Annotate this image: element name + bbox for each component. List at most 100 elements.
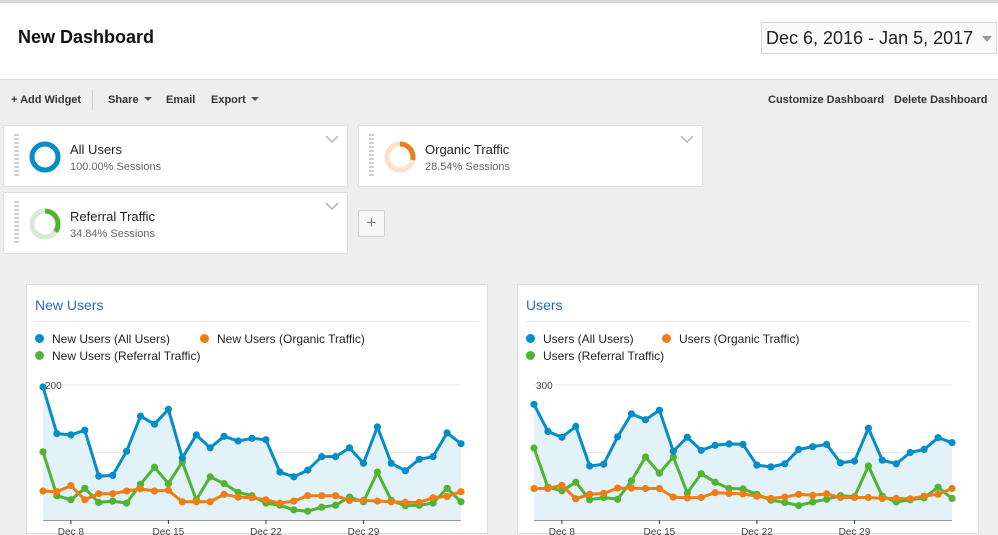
data-point[interactable] — [318, 453, 326, 461]
data-point[interactable] — [948, 439, 956, 447]
data-point[interactable] — [669, 493, 677, 501]
data-point[interactable] — [164, 480, 172, 488]
data-point[interactable] — [753, 461, 761, 469]
data-point[interactable] — [697, 493, 705, 502]
data-point[interactable] — [864, 493, 872, 502]
data-point[interactable] — [892, 494, 900, 502]
data-point[interactable] — [95, 490, 103, 498]
data-point[interactable] — [332, 501, 340, 509]
data-point[interactable] — [614, 433, 622, 441]
data-point[interactable] — [39, 383, 47, 391]
data-point[interactable] — [864, 424, 872, 432]
data-point[interactable] — [836, 459, 845, 467]
data-point[interactable] — [123, 447, 131, 455]
data-point[interactable] — [457, 488, 465, 496]
data-point[interactable] — [614, 484, 622, 492]
data-point[interactable] — [457, 440, 465, 448]
data-point[interactable] — [457, 498, 465, 506]
data-point[interactable] — [109, 471, 117, 479]
data-point[interactable] — [586, 490, 594, 498]
chevron-down-icon[interactable] — [680, 134, 694, 144]
data-point[interactable] — [711, 489, 719, 497]
data-point[interactable] — [39, 448, 47, 456]
data-point[interactable] — [544, 427, 552, 435]
data-point[interactable] — [81, 496, 89, 504]
segment-card-organic-traffic[interactable]: Organic Traffic 28.54% Sessions — [358, 125, 703, 187]
data-point[interactable] — [795, 445, 803, 453]
data-point[interactable] — [739, 440, 747, 448]
data-point[interactable] — [220, 480, 228, 488]
data-point[interactable] — [725, 440, 733, 448]
data-point[interactable] — [415, 498, 423, 506]
data-point[interactable] — [836, 493, 845, 502]
date-range-picker[interactable]: Dec 6, 2016 - Jan 5, 2017 — [761, 22, 997, 54]
data-point[interactable] — [164, 486, 172, 494]
data-point[interactable] — [304, 492, 312, 500]
data-point[interactable] — [781, 493, 789, 501]
data-point[interactable] — [530, 444, 538, 452]
data-point[interactable] — [823, 440, 831, 448]
data-point[interactable] — [81, 426, 89, 434]
data-point[interactable] — [572, 478, 580, 486]
data-point[interactable] — [809, 491, 817, 499]
data-point[interactable] — [234, 493, 242, 501]
drag-handle-icon[interactable] — [14, 134, 19, 178]
data-point[interactable] — [530, 400, 538, 408]
data-point[interactable] — [572, 495, 580, 503]
data-point[interactable] — [558, 433, 566, 441]
data-point[interactable] — [544, 484, 552, 493]
data-point[interactable] — [823, 490, 831, 498]
segment-card-all-users[interactable]: All Users 100.00% Sessions — [3, 125, 348, 187]
data-point[interactable] — [878, 494, 886, 502]
data-point[interactable] — [290, 497, 298, 505]
data-point[interactable] — [655, 406, 663, 414]
data-point[interactable] — [387, 498, 395, 506]
data-point[interactable] — [53, 488, 61, 496]
data-point[interactable] — [67, 431, 75, 439]
data-point[interactable] — [641, 453, 650, 461]
data-point[interactable] — [920, 492, 928, 500]
widget-title[interactable]: Users — [526, 297, 563, 313]
data-point[interactable] — [178, 498, 186, 506]
data-point[interactable] — [401, 498, 409, 506]
data-point[interactable] — [655, 484, 663, 493]
data-point[interactable] — [948, 484, 956, 493]
data-point[interactable] — [878, 456, 886, 464]
data-point[interactable] — [864, 462, 872, 470]
data-point[interactable] — [67, 482, 75, 490]
data-point[interactable] — [109, 497, 117, 505]
data-point[interactable] — [614, 495, 622, 503]
data-point[interactable] — [823, 495, 831, 503]
data-point[interactable] — [136, 412, 145, 420]
data-point[interactable] — [948, 494, 956, 502]
data-point[interactable] — [359, 496, 368, 504]
data-point[interactable] — [892, 460, 900, 468]
data-point[interactable] — [586, 462, 594, 470]
chevron-down-icon[interactable] — [325, 201, 339, 211]
data-point[interactable] — [443, 492, 451, 500]
data-point[interactable] — [906, 495, 914, 503]
data-point[interactable] — [600, 489, 608, 497]
data-point[interactable] — [429, 494, 437, 502]
data-point[interactable] — [276, 468, 284, 476]
data-point[interactable] — [739, 490, 747, 498]
data-point[interactable] — [443, 429, 451, 437]
data-point[interactable] — [164, 405, 172, 413]
data-point[interactable] — [192, 431, 200, 439]
data-point[interactable] — [429, 453, 437, 461]
data-point[interactable] — [373, 497, 381, 505]
data-point[interactable] — [345, 444, 354, 452]
data-point[interactable] — [220, 432, 228, 440]
data-point[interactable] — [655, 469, 663, 477]
data-point[interactable] — [67, 496, 75, 504]
data-point[interactable] — [262, 496, 270, 504]
data-point[interactable] — [739, 485, 747, 493]
data-point[interactable] — [850, 493, 859, 502]
data-point[interactable] — [373, 468, 381, 476]
data-point[interactable] — [234, 437, 242, 445]
data-point[interactable] — [290, 506, 298, 514]
delete-dashboard-button[interactable]: Delete Dashboard — [894, 94, 988, 106]
data-point[interactable] — [809, 498, 817, 506]
data-point[interactable] — [934, 490, 942, 498]
data-point[interactable] — [683, 494, 691, 502]
